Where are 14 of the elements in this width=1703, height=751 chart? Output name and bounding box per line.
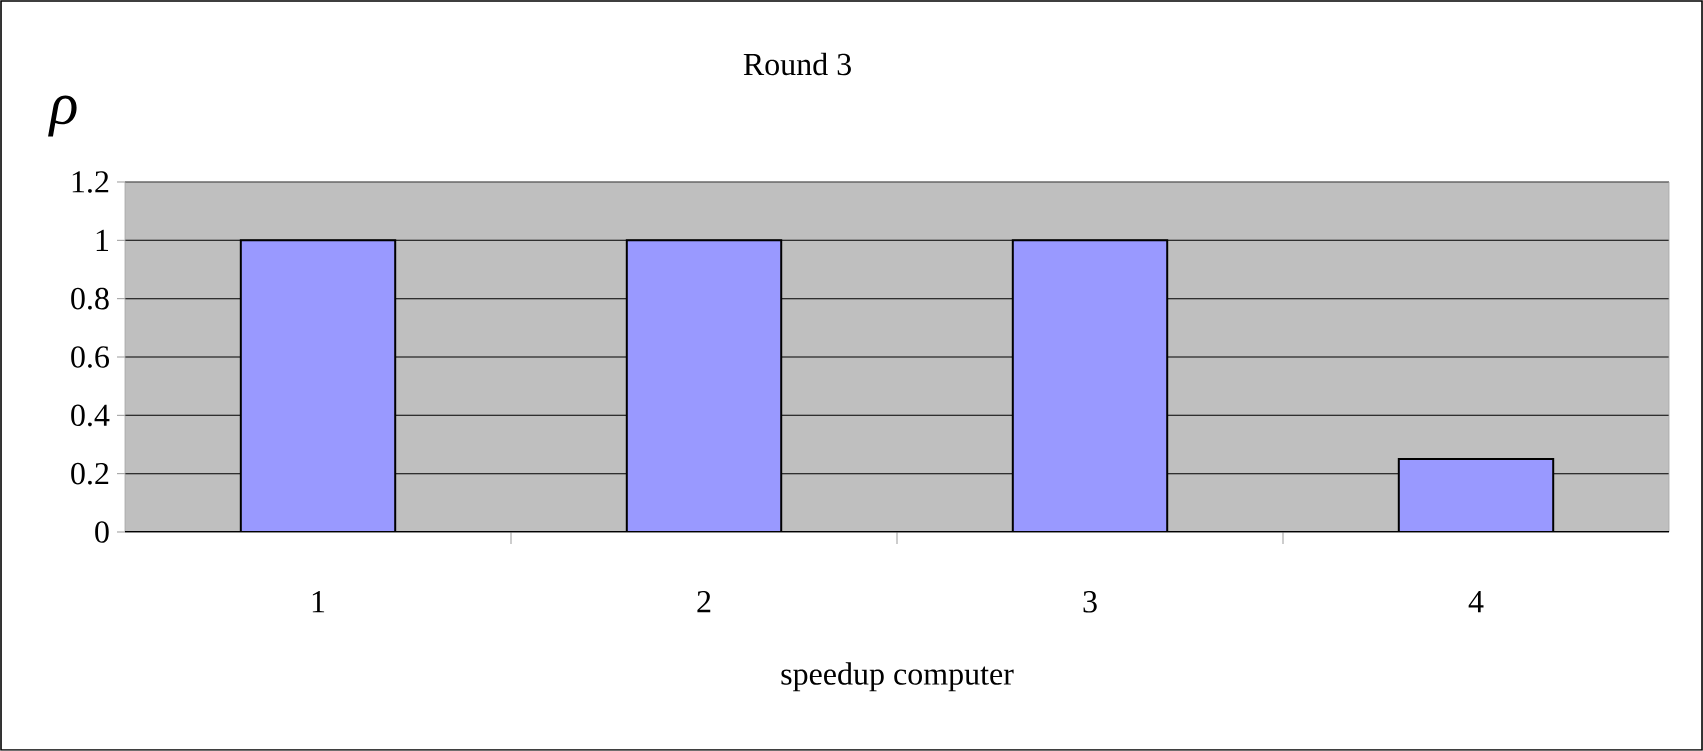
y-tick-label: 0	[95, 521, 109, 543]
y-tick-label: 0.8	[71, 287, 109, 310]
x-axis-title: speedup computer	[781, 662, 1014, 692]
y-tick-label: 1	[96, 229, 109, 251]
x-tick-label: 3	[1083, 591, 1097, 613]
x-tick-label: 1	[312, 591, 325, 613]
y-tick-label: 0.2	[71, 462, 109, 485]
y-tick-label: 0.4	[71, 404, 110, 427]
x-tick-label: 4	[1468, 591, 1484, 613]
chart-title: Round 3	[743, 52, 851, 76]
y-tick-label: 1.2	[72, 171, 109, 193]
x-tick-label: 2	[697, 591, 711, 613]
y-axis-title: ρ	[48, 95, 77, 137]
y-tick-label: 0.6	[71, 346, 109, 368]
